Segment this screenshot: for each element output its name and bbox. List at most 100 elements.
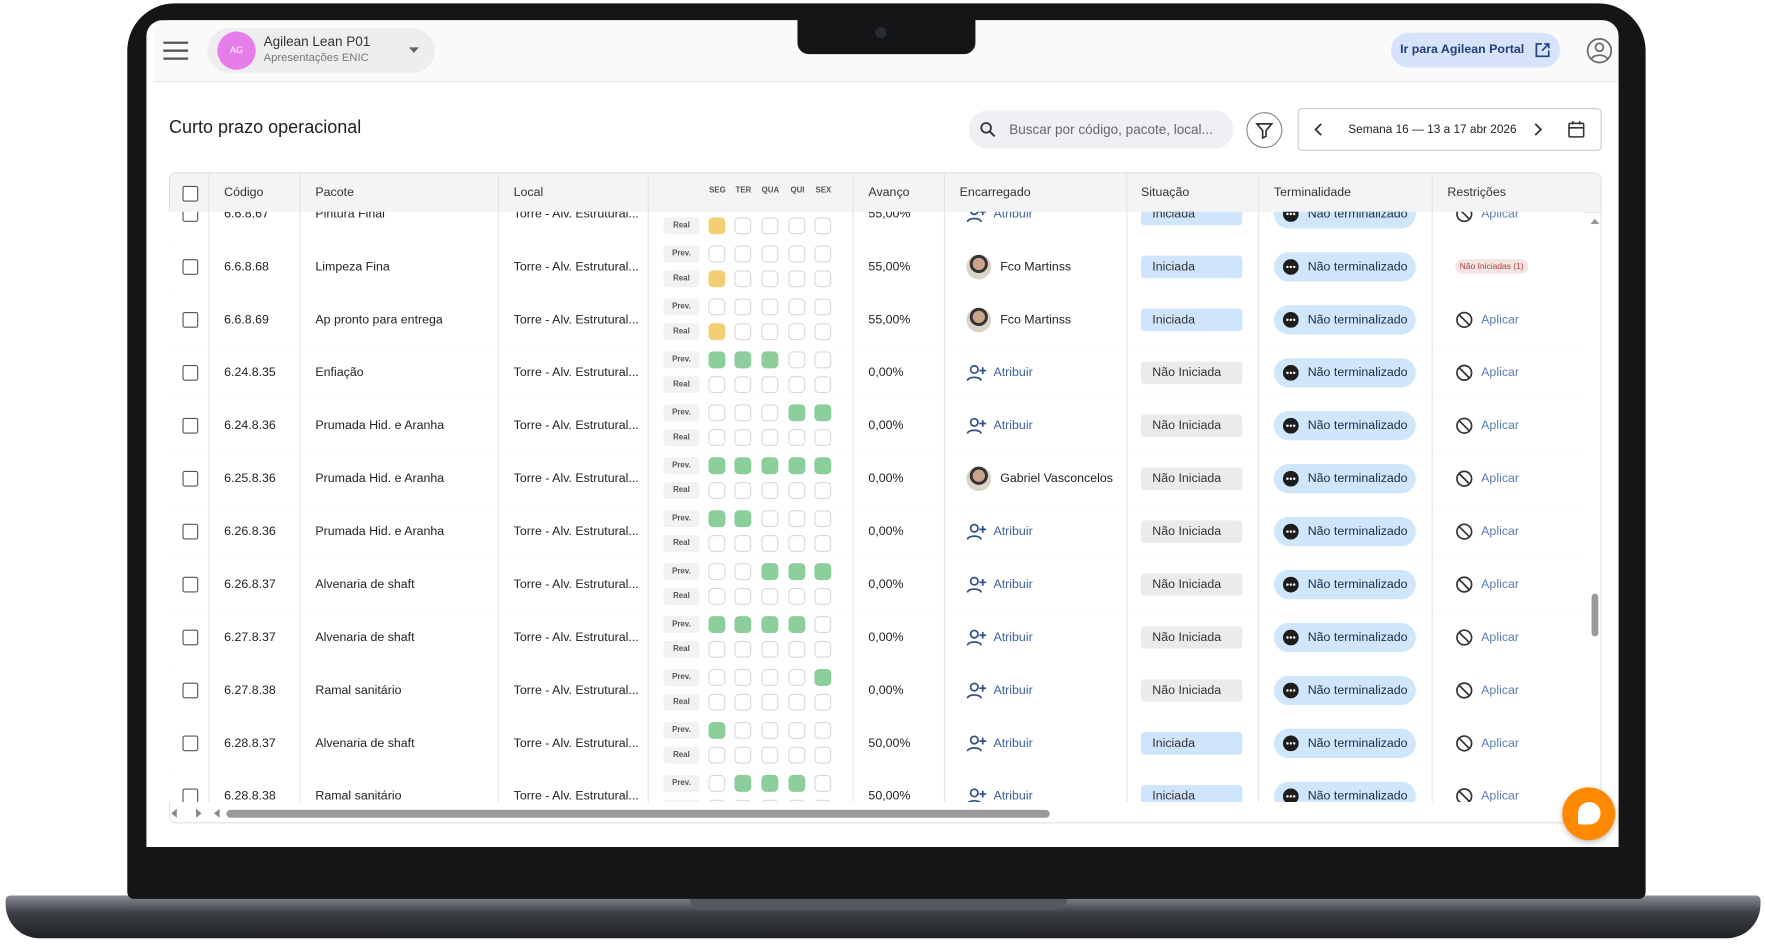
- portal-button[interactable]: [1391, 32, 1561, 68]
- restriction-icon[interactable]: [1455, 211, 1473, 229]
- row-checkbox[interactable]: [182, 735, 199, 752]
- row-checkbox[interactable]: [182, 211, 199, 222]
- prev-day-cell: [788, 563, 806, 581]
- assign-link[interactable]: Atribuir: [993, 524, 1033, 539]
- previous-week[interactable]: [1313, 123, 1324, 137]
- real-day-cell: [761, 799, 779, 802]
- restriction-icon[interactable]: [1455, 311, 1473, 335]
- search-box[interactable]: [968, 110, 1234, 149]
- scroll-left-arrows[interactable]: [171, 808, 221, 818]
- column-header[interactable]: Restrições: [1447, 185, 1506, 200]
- column-header[interactable]: Local: [513, 185, 544, 200]
- assign-icon[interactable]: [966, 523, 987, 547]
- package: Ramal sanitário: [315, 683, 402, 698]
- assignee: Fco Martinss: [1000, 313, 1072, 327]
- prev-day-cell: [708, 457, 726, 475]
- assign-link[interactable]: Atribuir: [993, 211, 1033, 221]
- restriction-icon[interactable]: [1455, 681, 1473, 705]
- real-day-cell: [814, 799, 832, 802]
- prev-day-cell: [788, 245, 806, 263]
- next-week[interactable]: [1532, 123, 1543, 137]
- terminality-chip[interactable]: [1273, 211, 1416, 229]
- select-all-checkbox[interactable]: [182, 185, 199, 202]
- assign-icon[interactable]: [966, 681, 987, 705]
- restriction-link[interactable]: Aplicar: [1481, 471, 1520, 486]
- assign-icon[interactable]: [966, 417, 987, 441]
- column-header[interactable]: Avanço: [868, 185, 910, 200]
- calendar-button[interactable]: [1568, 121, 1585, 139]
- prev-day-cell: [734, 457, 752, 475]
- restriction-link[interactable]: Aplicar: [1481, 211, 1520, 221]
- restriction-link[interactable]: Aplicar: [1481, 683, 1520, 698]
- real-day-cell: [788, 587, 806, 605]
- restriction-link[interactable]: Aplicar: [1481, 419, 1520, 433]
- real-day-cell: [761, 640, 779, 658]
- row-checkbox[interactable]: [182, 523, 199, 540]
- vertical-scrollbar-thumb[interactable]: [1591, 593, 1599, 637]
- row-checkbox[interactable]: [182, 576, 199, 593]
- restriction-link[interactable]: Aplicar: [1481, 736, 1520, 751]
- real-day-cell: [734, 482, 752, 499]
- restriction-icon[interactable]: [1455, 734, 1473, 758]
- row-checkbox[interactable]: [182, 259, 199, 275]
- user-menu[interactable]: [1586, 37, 1613, 64]
- row-checkbox[interactable]: [182, 470, 199, 487]
- prev-day-cell: [734, 245, 752, 263]
- restriction-icon[interactable]: [1455, 576, 1473, 600]
- real-label: Real: [663, 270, 700, 288]
- menu-button[interactable]: [162, 41, 189, 61]
- prev-day-cell: [761, 298, 779, 316]
- column-header[interactable]: Pacote: [315, 185, 354, 200]
- day-header: SEX: [815, 186, 832, 195]
- scroll-up-arrow[interactable]: [1590, 217, 1600, 225]
- assign-link[interactable]: Atribuir: [993, 419, 1033, 433]
- portal-button-label[interactable]: Ir para Agilean Portal: [1400, 42, 1525, 57]
- row-checkbox[interactable]: [182, 682, 199, 699]
- restriction-link[interactable]: Aplicar: [1481, 630, 1520, 645]
- prev-label: Prev.: [663, 351, 700, 369]
- column-header[interactable]: Situação: [1141, 185, 1190, 200]
- assign-icon[interactable]: [966, 734, 987, 758]
- restriction-badge[interactable]: Não Iniciadas (1): [1455, 259, 1529, 274]
- assign-icon[interactable]: [966, 211, 987, 229]
- assign-link[interactable]: Atribuir: [993, 366, 1033, 380]
- restriction-icon[interactable]: [1455, 787, 1473, 802]
- prev-day-cell: [761, 721, 779, 739]
- column-divider: [299, 172, 301, 802]
- restriction-link[interactable]: Aplicar: [1481, 524, 1520, 539]
- column-divider: [208, 172, 210, 802]
- real-day-cell: [708, 217, 726, 235]
- assign-link[interactable]: Atribuir: [993, 577, 1033, 592]
- assign-icon[interactable]: [966, 787, 987, 802]
- row-checkbox[interactable]: [182, 629, 199, 646]
- assign-icon[interactable]: [966, 629, 987, 653]
- assign-icon[interactable]: [966, 364, 987, 388]
- column-header[interactable]: Código: [224, 185, 264, 200]
- filter-button[interactable]: [1246, 112, 1283, 149]
- horizontal-scrollbar-thumb[interactable]: [226, 809, 1050, 818]
- row-checkbox[interactable]: [182, 417, 199, 434]
- assign-link[interactable]: Atribuir: [993, 736, 1033, 751]
- real-day-cell: [708, 482, 726, 499]
- restriction-link[interactable]: Aplicar: [1481, 789, 1520, 802]
- row-checkbox[interactable]: [182, 364, 199, 381]
- restriction-link[interactable]: Aplicar: [1481, 366, 1520, 380]
- restriction-icon[interactable]: [1455, 417, 1473, 441]
- restriction-icon[interactable]: [1455, 364, 1473, 388]
- restriction-link[interactable]: Aplicar: [1481, 577, 1520, 592]
- terminality-chip[interactable]: [1273, 781, 1416, 802]
- real-day-cell: [788, 376, 806, 394]
- assign-link[interactable]: Atribuir: [993, 789, 1033, 802]
- prev-day-cell: [761, 457, 779, 475]
- row-checkbox[interactable]: [182, 312, 199, 328]
- restriction-link[interactable]: Aplicar: [1481, 313, 1520, 327]
- restriction-icon[interactable]: [1455, 629, 1473, 653]
- column-header[interactable]: Encarregado: [959, 185, 1031, 200]
- column-header[interactable]: Terminalidade: [1273, 185, 1352, 200]
- restriction-icon[interactable]: [1455, 470, 1473, 494]
- assign-icon[interactable]: [966, 576, 987, 600]
- restriction-icon[interactable]: [1455, 523, 1473, 547]
- assign-link[interactable]: Atribuir: [993, 683, 1033, 698]
- assign-link[interactable]: Atribuir: [993, 630, 1033, 645]
- row-checkbox[interactable]: [182, 788, 199, 802]
